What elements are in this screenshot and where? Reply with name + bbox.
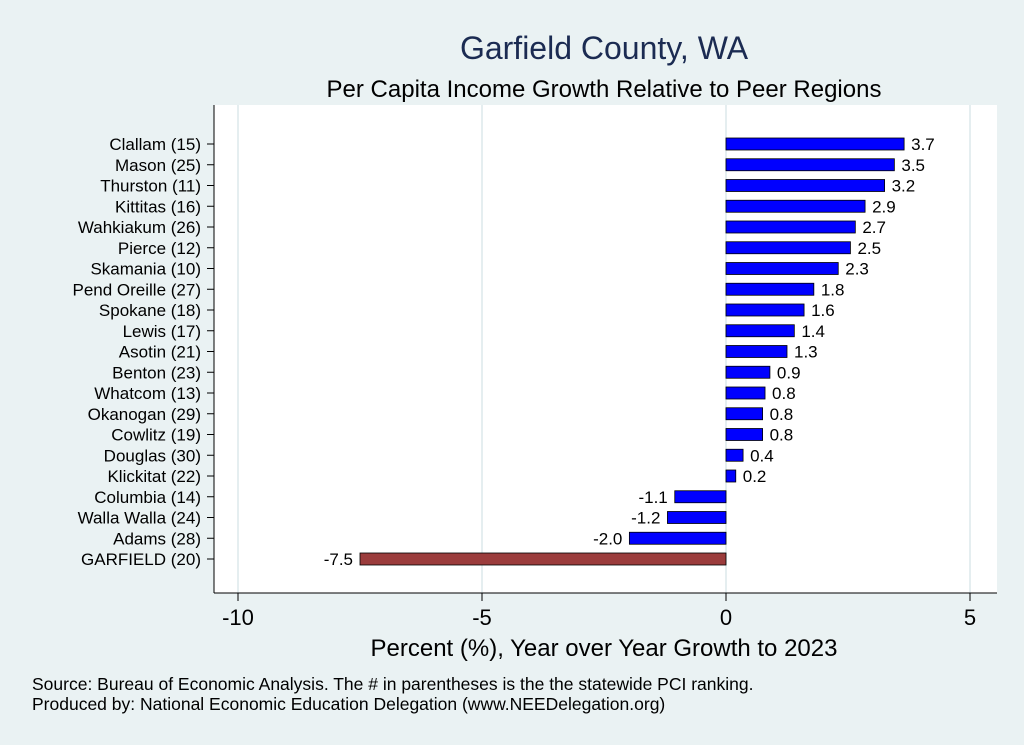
bar-20	[359, 552, 727, 566]
value-label-12: 0.8	[772, 384, 796, 403]
bar-16	[725, 469, 737, 483]
value-label-10: 1.3	[794, 343, 818, 362]
value-label-19: -2.0	[593, 529, 622, 548]
x-axis-title: Percent (%), Year over Year Growth to 20…	[371, 635, 838, 662]
value-label-8: 1.6	[811, 301, 835, 320]
value-label-13: 0.8	[770, 405, 794, 424]
x-tick-label-0: -10	[222, 605, 254, 630]
value-label-3: 2.9	[872, 197, 896, 216]
bar-17	[674, 490, 727, 504]
category-label-16: Klickitat (22)	[107, 467, 201, 486]
chart-title: Garfield County, WA	[460, 30, 749, 66]
category-label-20: GARFIELD (20)	[81, 550, 201, 569]
bar-12	[725, 386, 766, 400]
bars	[359, 137, 905, 566]
category-label-3: Kittitas (16)	[115, 197, 201, 216]
x-tick-label-3: 5	[964, 605, 976, 630]
bar-0	[725, 137, 905, 151]
bar-13	[725, 407, 763, 421]
x-axis-ticks: -10 -5 0 5	[222, 593, 976, 630]
category-label-10: Asotin (21)	[119, 343, 201, 362]
bar-3	[725, 199, 866, 213]
category-label-17: Columbia (14)	[94, 488, 201, 507]
value-label-15: 0.4	[750, 446, 774, 465]
value-label-9: 1.4	[801, 322, 825, 341]
category-labels: Clallam (15) Mason (25) Thurston (11)Kitti…	[72, 135, 214, 569]
category-label-5: Pierce (12)	[118, 239, 201, 258]
bar-14	[725, 428, 763, 441]
value-labels: 3.73.53.22.92.72.52.31.81.61.41.30.90.80…	[324, 135, 935, 569]
bar-19	[628, 531, 727, 545]
value-label-4: 2.7	[862, 218, 886, 237]
bar-11	[725, 365, 771, 379]
category-label-7: Pend Oreille (27)	[72, 280, 201, 299]
bar-4	[725, 220, 856, 234]
category-label-2: Thurston (11)	[100, 177, 201, 196]
category-label-11: Benton (23)	[112, 363, 201, 382]
chart-subtitle: Per Capita Income Growth Relative to Pee…	[327, 76, 882, 103]
value-label-2: 3.2	[892, 177, 916, 196]
bar-5	[725, 241, 851, 255]
bar-1	[725, 158, 895, 172]
value-label-5: 2.5	[857, 239, 881, 258]
bar-7	[725, 282, 815, 296]
producer-note: Produced by: National Economic Education…	[32, 694, 665, 714]
value-label-20: -7.5	[324, 550, 353, 569]
bar-15	[725, 448, 744, 462]
category-label-19: Adams (28)	[113, 529, 201, 548]
bar-18	[667, 511, 727, 524]
value-label-16: 0.2	[743, 467, 767, 486]
value-label-11: 0.9	[777, 363, 801, 382]
x-tick-label-1: -5	[472, 605, 492, 630]
value-label-7: 1.8	[821, 280, 845, 299]
category-label-12: Whatcom (13)	[94, 384, 201, 403]
category-label-14: Cowlitz (19)	[111, 426, 201, 445]
plot-area	[214, 105, 997, 593]
bar-10	[725, 345, 788, 358]
value-label-1: 3.5	[901, 156, 925, 175]
bar-8	[725, 303, 805, 317]
category-label-13: Okanogan (29)	[88, 405, 201, 424]
bar-9	[725, 324, 795, 338]
category-label-1: Mason (25)	[115, 156, 201, 175]
category-label-18: Walla Walla (24)	[78, 509, 201, 528]
category-label-15: Douglas (30)	[104, 446, 201, 465]
bar-2	[725, 179, 886, 192]
value-label-6: 2.3	[845, 260, 869, 279]
value-label-0: 3.7	[911, 135, 935, 154]
value-label-17: -1.1	[638, 488, 667, 507]
category-label-0: Clallam (15)	[109, 135, 201, 154]
x-tick-label-2: 0	[720, 605, 732, 630]
value-label-18: -1.2	[631, 509, 660, 528]
bar-6	[725, 262, 839, 275]
category-label-8: Spokane (18)	[99, 301, 201, 320]
value-label-14: 0.8	[770, 426, 794, 445]
category-label-6: Skamania (10)	[90, 260, 201, 279]
category-label-4: Wahkiakum (26)	[78, 218, 201, 237]
source-note: Source: Bureau of Economic Analysis. The…	[32, 674, 753, 694]
category-label-9: Lewis (17)	[123, 322, 201, 341]
